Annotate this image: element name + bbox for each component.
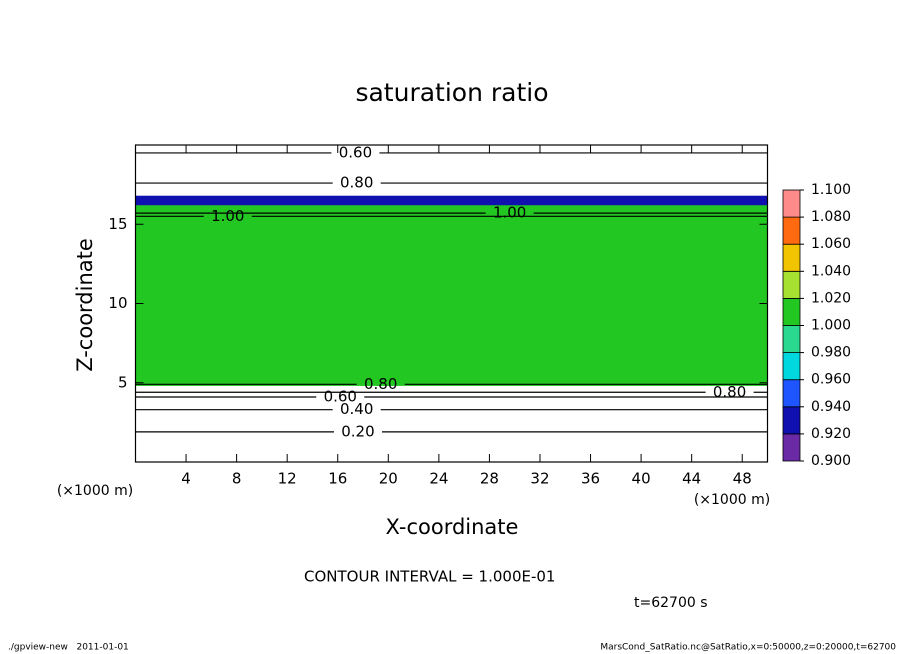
contour-label: 0.80 [364,375,397,393]
colorbar-band [782,406,801,435]
x-tick-label: 8 [232,470,242,488]
y-axis-label: Z-coordinate [73,238,97,372]
contour-label: 0.80 [713,383,746,401]
colorbar-band [782,297,801,326]
x-unit: (×1000 m) [57,483,133,499]
contour-label: 0.20 [341,422,374,440]
contour-label: 0.40 [340,400,373,418]
x-tick-label: 40 [632,470,651,488]
contour-label: 0.60 [339,143,372,161]
field-region [135,195,768,206]
colorbar-label: 0.940 [811,399,851,415]
y-tick-label: 10 [108,294,127,312]
x-tick-label: 36 [581,470,600,488]
x-unit: (×1000 m) [694,492,770,508]
y-tick-label: 5 [118,373,128,391]
contour-label: 1.00 [493,204,526,222]
colorbar-band [782,243,801,272]
colorbar-band [782,270,801,299]
x-tick-label: 16 [328,470,347,488]
colorbar-label: 0.920 [811,426,851,442]
contour-label: 0.80 [340,174,373,192]
colorbar-band [782,325,801,354]
colorbar-label: 1.020 [811,290,851,306]
colorbar-band [782,433,801,462]
colorbar-band [782,189,801,218]
colorbar-label: 1.100 [811,182,851,198]
colorbar-label: 0.900 [811,453,851,469]
x-axis-label: X-coordinate [386,515,519,539]
time-label: t=62700 s [634,595,708,611]
y-tick-label: 15 [108,215,127,233]
colorbar-label: 1.040 [811,263,851,279]
colorbar-label: 0.980 [811,345,851,361]
x-tick-label: 48 [733,470,752,488]
x-tick-label: 32 [530,470,549,488]
footer: MarsCond_SatRatio.nc@SatRatio,x=0:50000,… [600,643,896,653]
x-tick-label: 12 [278,470,297,488]
x-tick-label: 44 [682,470,701,488]
colorbar-label: 1.000 [811,318,851,334]
chart-title: saturation ratio [355,78,548,107]
annotation: CONTOUR INTERVAL = 1.000E-01 [304,568,555,586]
colorbar-band [782,216,801,245]
x-tick-label: 20 [379,470,398,488]
x-tick-label: 4 [181,470,191,488]
colorbar-band [782,352,801,381]
colorbar-label: 0.960 [811,372,851,388]
field-region [135,203,768,386]
contour-label: 0.60 [324,388,357,406]
colorbar-label: 1.080 [811,209,851,225]
contour-label: 1.00 [211,207,244,225]
x-tick-label: 24 [429,470,448,488]
colorbar-label: 1.060 [811,236,851,252]
x-tick-label: 28 [480,470,499,488]
colorbar-band [782,379,801,408]
footer: ./gpview-new 2011-01-01 [8,643,129,653]
